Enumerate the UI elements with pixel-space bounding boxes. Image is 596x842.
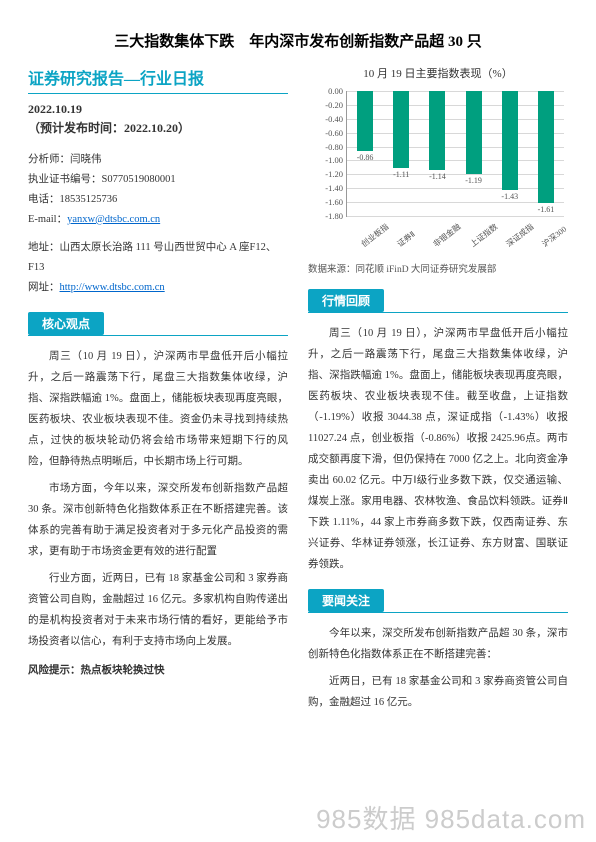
- analyst-name: 分析师：闫晓伟: [28, 150, 288, 170]
- core-paragraph-1: 周三（10 月 19 日），沪深两市早盘低开后小幅拉升，之后一路震荡下行，尾盘三…: [28, 346, 288, 472]
- chart-title: 10 月 19 日主要指数表现（%）: [308, 65, 568, 81]
- y-tick: -1.40: [311, 183, 343, 193]
- core-paragraph-2: 市场方面，今年以来，深交所发布创新指数产品超 30 条。深市创新特色化指数体系正…: [28, 478, 288, 562]
- focus-paragraph-2: 近两日，已有 18 家基金公司和 3 家券商资管公司自购，金融超过 16 亿元。: [308, 671, 568, 713]
- chart-bar: [429, 91, 445, 170]
- left-column: 证券研究报告—行业日报 2022.10.19 （预计发布时间：2022.10.2…: [28, 65, 288, 719]
- bar-value-label: -1.19: [459, 176, 489, 185]
- report-heading: 证券研究报告—行业日报: [28, 65, 288, 94]
- website-link[interactable]: http://www.dtsbc.com.cn: [60, 282, 165, 293]
- email-line: E-mail：yanxw@dtsbc.com.cn: [28, 210, 288, 230]
- chart-bar: [466, 91, 482, 174]
- bar-value-label: -1.14: [422, 172, 452, 181]
- email-label: E-mail：: [28, 214, 67, 225]
- market-review-tab: 行情回顾: [308, 289, 384, 312]
- right-column: 10 月 19 日主要指数表现（%） 0.00 -0.20 -0.40 -0.60 -0…: [308, 65, 568, 719]
- y-tick: -0.60: [311, 128, 343, 138]
- bar-value-label: -1.43: [495, 192, 525, 201]
- y-tick: -1.60: [311, 197, 343, 207]
- y-tick: -1.80: [311, 211, 343, 221]
- bar-value-label: -0.86: [350, 153, 380, 162]
- chart-bar: [357, 91, 373, 151]
- page-title: 三大指数集体下跌 年内深市发布创新指数产品超 30 只: [28, 30, 568, 51]
- website-line: 网址：http://www.dtsbc.com.cn: [28, 278, 288, 298]
- y-tick: -1.00: [311, 155, 343, 165]
- expected-date: （预计发布时间：2022.10.20）: [28, 119, 288, 136]
- core-section-header: 核心观点: [28, 312, 288, 336]
- y-tick: -0.20: [311, 100, 343, 110]
- chart-bar: [538, 91, 554, 203]
- review-section-header: 行情回顾: [308, 289, 568, 313]
- address: 地址：山西太原长治路 111 号山西世贸中心 A 座F12、F13: [28, 238, 288, 278]
- chart-bar: [502, 91, 518, 190]
- two-column-layout: 证券研究报告—行业日报 2022.10.19 （预计发布时间：2022.10.2…: [28, 65, 568, 719]
- phone: 电话：18535125736: [28, 190, 288, 210]
- core-paragraph-3: 行业方面，近两日，已有 18 家基金公司和 3 家券商资管公司自购，金融超过 1…: [28, 568, 288, 652]
- watermark: 985数据 985data.com: [316, 799, 586, 836]
- risk-warning: 风险提示：热点板块轮换过快: [28, 662, 288, 677]
- email-link[interactable]: yanxw@dtsbc.com.cn: [67, 214, 160, 225]
- core-view-tab: 核心观点: [28, 312, 104, 335]
- focus-paragraph-1: 今年以来，深交所发布创新指数产品超 30 条，深市创新特色化指数体系正在不断搭建…: [308, 623, 568, 665]
- report-date: 2022.10.19: [28, 102, 288, 117]
- chart-source: 数据来源：同花顺 iFinD 大同证券研究发展部: [308, 261, 568, 275]
- focus-section-header: 要闻关注: [308, 589, 568, 613]
- web-label: 网址：: [28, 282, 60, 293]
- license-number: 执业证书编号：S0770519080001: [28, 170, 288, 190]
- y-tick: -0.40: [311, 114, 343, 124]
- y-tick: -1.20: [311, 169, 343, 179]
- y-tick: -0.80: [311, 142, 343, 152]
- bar-value-label: -1.61: [531, 205, 561, 214]
- y-tick: 0.00: [311, 86, 343, 96]
- news-focus-tab: 要闻关注: [308, 589, 384, 612]
- review-paragraph: 周三（10 月 19 日），沪深两市早盘低开后小幅拉升，之后一路震荡下行，尾盘三…: [308, 323, 568, 575]
- chart-bar: [393, 91, 409, 168]
- bar-chart: 0.00 -0.20 -0.40 -0.60 -0.80 -1.00 -1.20 -1.40 -…: [308, 87, 568, 257]
- bar-value-label: -1.11: [386, 170, 416, 179]
